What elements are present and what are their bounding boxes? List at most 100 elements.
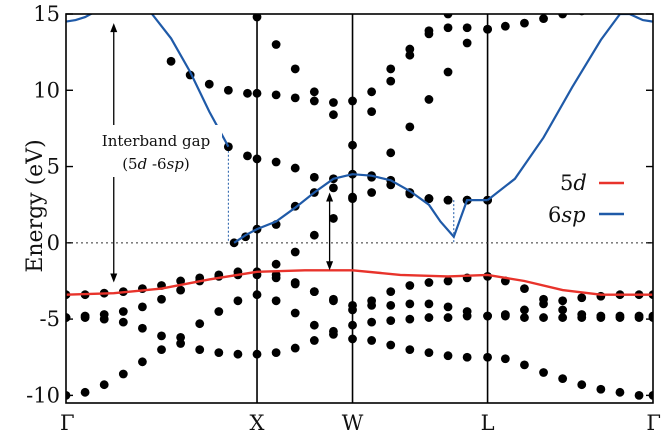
band-3-point — [520, 305, 529, 315]
band-4-point — [424, 278, 434, 287]
band-4-point — [329, 294, 338, 304]
band-1-point — [233, 296, 243, 306]
band-1-point — [596, 384, 606, 394]
band-curves — [66, 14, 653, 296]
band-9-point — [329, 110, 338, 120]
band-1-point — [615, 387, 625, 397]
band-4-point — [558, 305, 568, 315]
guide-lines — [227, 146, 455, 243]
y-tick-label: -10 — [26, 383, 60, 407]
band-10-point — [520, 18, 529, 28]
band-3-point — [118, 307, 128, 316]
band-1-point — [271, 296, 281, 306]
legend-5d-label: 5d — [560, 171, 587, 195]
band-2-point — [271, 348, 281, 358]
x-tick-label: X — [250, 411, 265, 435]
band-1-point — [195, 319, 205, 329]
plot-frame — [65, 13, 654, 404]
band-4-point — [405, 281, 415, 290]
band-9-point — [252, 14, 262, 22]
band-8-point — [271, 259, 281, 269]
band-1-point — [558, 374, 568, 383]
band-7-point — [462, 23, 472, 33]
band-3-point — [99, 310, 109, 319]
annotation-line-1: Interband gap — [102, 132, 210, 150]
band-3-point — [443, 302, 453, 312]
band-3-point — [500, 310, 510, 319]
band-2-point — [348, 320, 357, 330]
band-1-point — [648, 390, 653, 400]
interband-gap-annotation: Interband gap (5d -6sp) — [90, 125, 222, 177]
band-7-point — [223, 85, 233, 95]
band-1-point — [462, 352, 472, 362]
band-6-point — [243, 151, 252, 161]
band-2-point — [176, 339, 186, 348]
band-2-point — [309, 336, 319, 345]
band-8-point — [309, 230, 319, 240]
band-4-point — [309, 287, 319, 297]
gap-arrow-w — [326, 192, 334, 271]
band-7-point — [166, 56, 176, 66]
band-8-point — [462, 38, 472, 48]
band-8-point — [386, 148, 396, 158]
y-tick-label: 10 — [33, 78, 60, 102]
band-2-point — [386, 316, 396, 326]
band-2-point — [405, 314, 415, 324]
y-tick-label: -5 — [40, 307, 60, 331]
band-1-point — [252, 290, 262, 300]
band-2-point — [233, 349, 243, 359]
6sp-band-curve-segment — [486, 14, 653, 201]
band-3-point — [176, 285, 186, 295]
band-4-point — [386, 287, 396, 297]
band-4-point — [648, 311, 653, 321]
band-9-point — [405, 50, 415, 60]
legend: 5d 6sp — [548, 171, 624, 227]
band-3-point — [424, 299, 434, 309]
band-6-point — [329, 183, 338, 193]
y-axis-label: Energy (eV) — [23, 139, 48, 272]
band-1-point — [424, 348, 434, 358]
band-4-point — [348, 305, 357, 315]
band-4-point — [176, 276, 186, 286]
band-1-point — [80, 387, 90, 397]
y-tick-label: 0 — [47, 231, 60, 255]
band-8-point — [405, 122, 415, 132]
band-4-point — [577, 310, 587, 319]
annotation-line-2: (5d -6sp) — [122, 155, 190, 173]
band-2-point — [118, 317, 128, 327]
band-6-point — [309, 172, 319, 182]
band-9-point — [443, 14, 453, 19]
band-9-point — [367, 107, 377, 117]
band-7-point — [329, 98, 338, 107]
band-1-point — [214, 307, 224, 316]
6sp-band-curve-segment — [151, 14, 230, 148]
band-4-point — [596, 311, 606, 321]
band-10-point — [500, 21, 510, 31]
band-10-point — [558, 14, 568, 19]
annotation-background — [90, 125, 222, 177]
band-8-point — [443, 67, 453, 77]
y-tick-label: 5 — [47, 155, 60, 179]
band-2-point — [539, 313, 548, 322]
band-7-point — [204, 79, 214, 89]
band-4-point — [290, 279, 300, 289]
band-6-point — [271, 157, 281, 167]
band-9-point — [348, 140, 357, 150]
band-10-point — [483, 24, 492, 34]
band-7-point — [367, 87, 377, 97]
band-1-point — [176, 333, 186, 342]
band-1-point — [520, 360, 529, 370]
band-1-point — [138, 357, 147, 367]
band-1-point — [290, 308, 300, 318]
x-tick-label: Γ — [60, 411, 75, 435]
band-8-point — [290, 247, 300, 257]
band-9-point — [290, 64, 300, 74]
band-2-point — [290, 343, 300, 353]
annotation-dash: -6 — [147, 155, 166, 173]
band-2-point — [329, 326, 338, 336]
band-9-point — [386, 76, 396, 86]
x-tick-label: W — [342, 411, 364, 435]
x-tick-label: Γ — [646, 411, 661, 435]
band-3-point — [558, 296, 568, 306]
band-2-point — [157, 331, 166, 341]
